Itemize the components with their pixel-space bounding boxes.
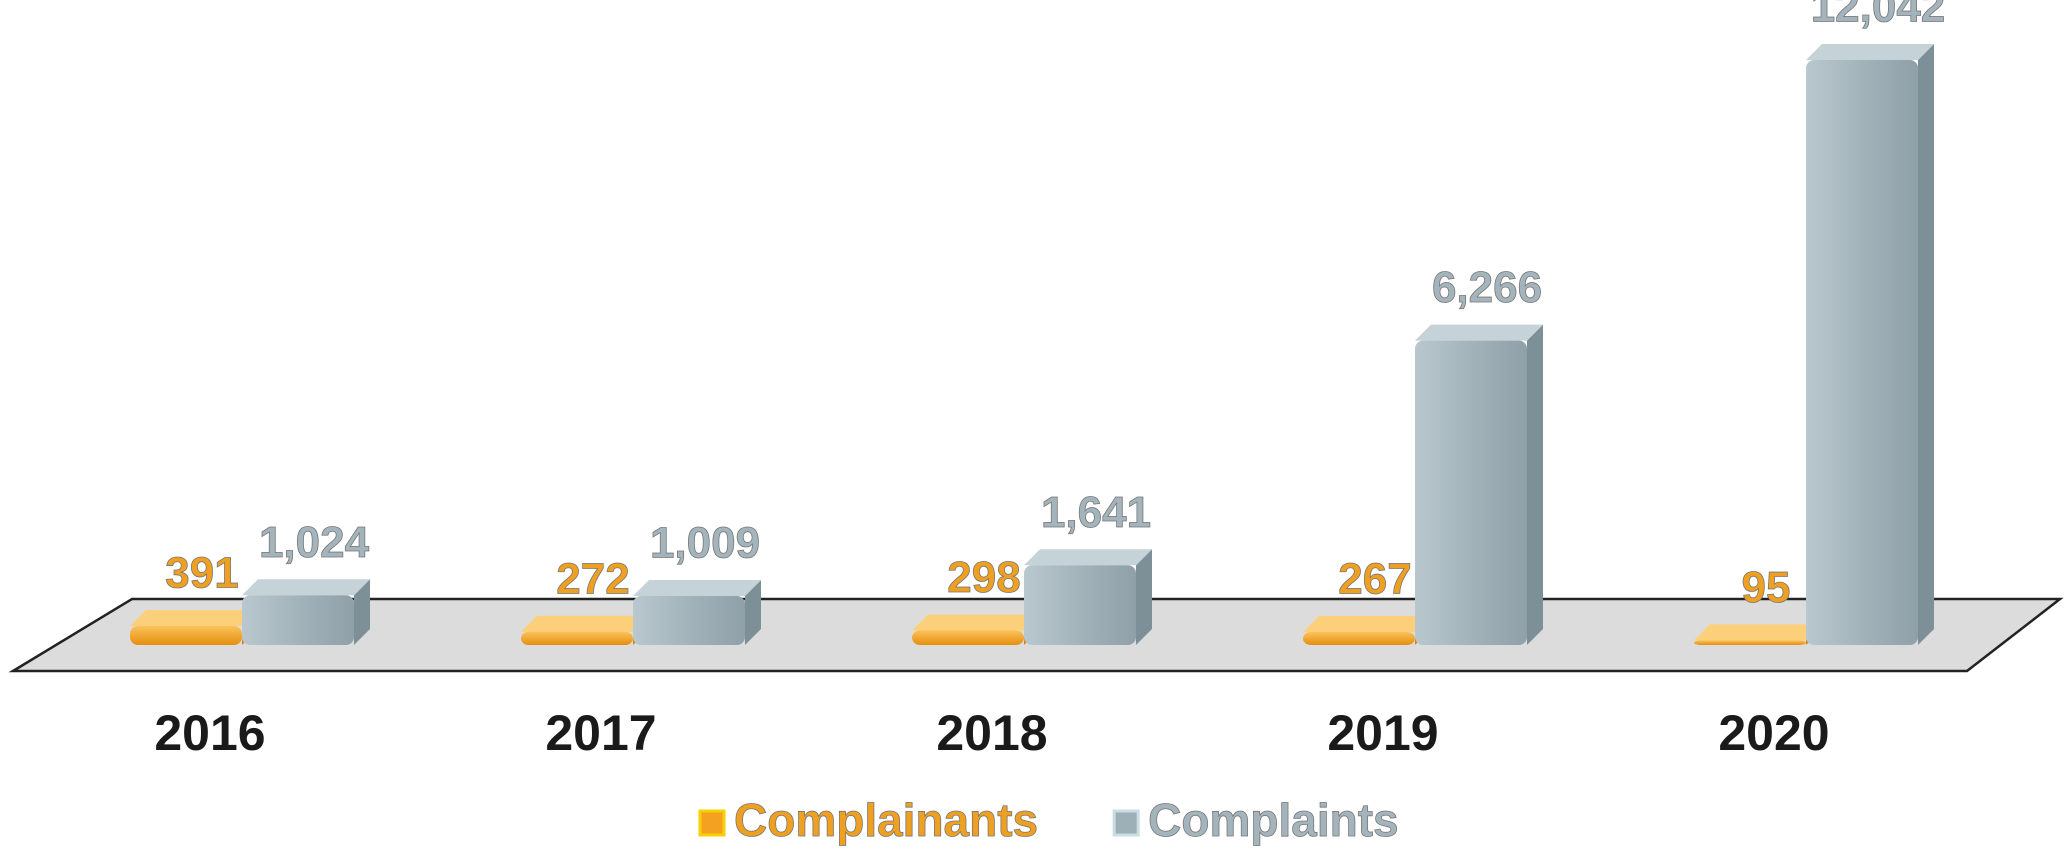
bar-top bbox=[130, 610, 258, 627]
legend-label: Complaints bbox=[1148, 794, 1398, 846]
value-label: 272 bbox=[556, 554, 629, 603]
legend-label: Complainants bbox=[734, 794, 1038, 846]
bar-front bbox=[521, 631, 633, 645]
bar bbox=[1024, 549, 1152, 645]
bar-front bbox=[130, 626, 242, 645]
bar-front bbox=[912, 630, 1024, 645]
bar-side bbox=[354, 579, 370, 645]
bar bbox=[1303, 616, 1431, 645]
bar-top bbox=[1694, 624, 1822, 641]
value-label: 298 bbox=[947, 553, 1020, 602]
bar-front bbox=[1024, 565, 1136, 645]
value-label: 1,009 bbox=[650, 519, 760, 568]
x-tick-label: 2019 bbox=[1327, 705, 1438, 761]
bar bbox=[1806, 44, 1934, 645]
bar-top bbox=[1415, 324, 1543, 341]
bar-top bbox=[1303, 616, 1431, 633]
bar-top bbox=[242, 579, 370, 596]
bar-top bbox=[521, 615, 649, 632]
value-label: 12,042 bbox=[1811, 0, 1946, 32]
bar-front bbox=[242, 595, 354, 645]
value-label: 95 bbox=[1742, 563, 1791, 612]
bar-front bbox=[1303, 632, 1415, 645]
bar-top bbox=[1024, 549, 1152, 566]
value-label: 267 bbox=[1338, 555, 1411, 604]
value-label: 1,024 bbox=[259, 518, 370, 567]
bar-front bbox=[633, 595, 745, 645]
bar-side bbox=[1527, 324, 1543, 645]
bar bbox=[1694, 624, 1822, 645]
bar-front bbox=[1415, 340, 1527, 645]
bar-side bbox=[745, 579, 761, 645]
bar bbox=[633, 579, 761, 645]
value-label: 1,641 bbox=[1041, 488, 1151, 537]
bar bbox=[242, 579, 370, 645]
bar bbox=[912, 614, 1040, 645]
bar-side bbox=[1918, 44, 1934, 645]
bar bbox=[1415, 324, 1543, 645]
bar-side bbox=[1136, 549, 1152, 645]
bar bbox=[130, 610, 258, 645]
x-tick-label: 2018 bbox=[936, 705, 1047, 761]
legend-swatch bbox=[1112, 809, 1140, 837]
legend-swatch bbox=[698, 809, 726, 837]
value-label: 391 bbox=[165, 549, 238, 598]
x-tick-label: 2020 bbox=[1718, 705, 1829, 761]
bar-top bbox=[633, 579, 761, 596]
x-tick-label: 2016 bbox=[154, 705, 265, 761]
x-tick-label: 2017 bbox=[545, 705, 656, 761]
bar-top bbox=[1806, 44, 1934, 60]
bar-top bbox=[912, 614, 1040, 631]
value-label: 6,266 bbox=[1432, 263, 1542, 312]
bar-front bbox=[1694, 640, 1806, 645]
bar-front bbox=[1806, 60, 1918, 645]
bar bbox=[521, 615, 649, 645]
